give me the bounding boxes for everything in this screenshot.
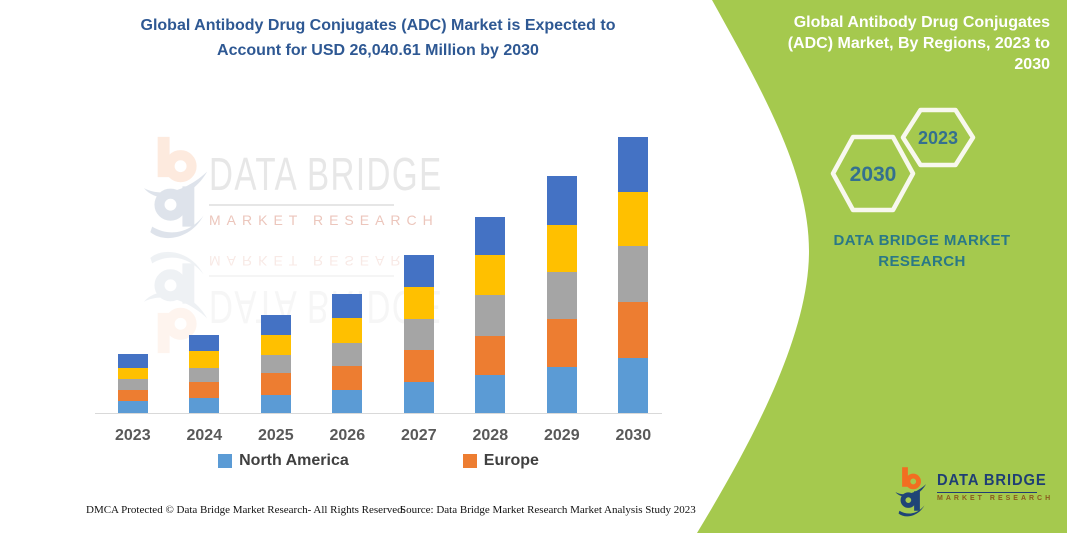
chart-legend: North America Europe [95,452,662,470]
green-panel-path [697,0,1067,533]
bar-segment [260,354,291,373]
right-panel-title: Global Antibody Drug Conjugates (ADC) Ma… [735,12,1050,75]
bar-segment [618,246,649,302]
x-axis-label: 2030 [615,427,652,444]
bar-2025 [260,315,291,413]
data-bridge-logo: DATA BRIDGE MARKET RESEARCH [895,466,1056,520]
bar-segment [332,389,363,413]
legend-item-north-america: North America [218,452,349,470]
bar-segment [618,302,649,358]
bar-2023 [117,353,148,413]
bar-segment [260,335,291,355]
bar-segment [546,272,577,319]
bar-2027 [403,254,434,413]
brand-text-line1: DATA BRIDGE MARKET [833,232,1011,249]
x-axis-label: 2028 [472,427,509,444]
bar-segment [117,401,148,413]
right-panel-title-line1: Global Antibody Drug Conjugates [793,14,1050,31]
bar-segment [189,334,220,352]
legend-item-europe: Europe [462,452,539,470]
x-axis-label: 2027 [401,427,437,444]
bar-segment [475,294,506,337]
footer-source-text: Source: Data Bridge Market Research Mark… [400,504,696,516]
bar-segment [117,353,148,368]
bar-segment [117,367,148,380]
legend-swatch-north-america-icon [218,454,233,468]
bar-segment [618,137,649,192]
chart-main-title-line1: Global Antibody Drug Conjugates (ADC) Ma… [140,17,616,34]
bar-segment [332,365,363,390]
logo-text: DATA BRIDGE MARKET RESEARCH [937,466,1056,502]
hexagon-2023-label: 2023 [918,128,958,148]
brand-text: DATA BRIDGE MARKET RESEARCH [806,230,1038,272]
chart-main-title: Global Antibody Drug Conjugates (ADC) Ma… [62,14,694,64]
x-axis-label: 2029 [544,427,580,444]
x-axis-label: 2023 [115,427,151,444]
bar-segment [117,379,148,391]
brand-text-line2: RESEARCH [878,253,966,270]
bar-segment [189,351,220,368]
bar-segment [475,336,506,375]
bar-segment [260,395,291,413]
footer-dmca-text: DMCA Protected © Data Bridge Market Rese… [86,504,406,516]
bar-segment [546,176,577,226]
legend-label-europe: Europe [483,452,539,469]
bar-segment [260,372,291,395]
bar-2030 [618,137,649,413]
x-axis-line [95,413,662,414]
logo-rule [937,492,1037,493]
bar-segment [475,217,506,255]
bar-segment [618,191,649,247]
bar-2026 [332,294,363,413]
bar-segment [332,294,363,319]
logo-subtitle: MARKET RESEARCH [937,495,1054,502]
bar-segment [189,367,220,382]
bar-segment [546,367,577,413]
legend-swatch-europe-icon [462,454,477,468]
bar-segment [332,318,363,344]
hexagon-2023: 2023 [900,107,976,168]
bar-segment [332,343,363,366]
bar-segment [117,390,148,402]
legend-label-north-america: North America [239,452,349,469]
bar-segment [403,287,434,320]
x-axis-label: 2025 [258,427,294,444]
bar-segment [403,254,434,288]
bar-segment [403,349,434,383]
bar-segment [189,381,220,398]
bar-segment [618,358,649,413]
bar-2028 [475,217,506,413]
logo-title: DATA BRIDGE [937,472,1047,489]
right-panel-title-line2: (ADC) Market, By Regions, 2023 to [787,35,1050,53]
bar-segment [546,225,577,273]
hexagon-2030: 2030 [830,134,916,213]
chart-main-title-line2: Account for USD 26,040.61 Million by 203… [217,41,539,59]
x-axis-label: 2024 [186,427,223,444]
x-axis-label: 2026 [329,427,366,444]
bar-segment [403,382,434,413]
data-bridge-logo-icon [895,466,927,520]
bar-2029 [546,176,577,413]
bar-segment [475,374,506,413]
bar-segment [189,397,220,413]
bar-segment [546,318,577,367]
bar-segment [475,254,506,295]
right-panel-title-line3: 2030 [1014,56,1050,74]
bar-segment [260,315,291,336]
bar-segment [403,319,434,350]
year-hexagons: 2030 2023 [830,107,976,213]
bar-2024 [189,334,220,413]
hexagon-2030-label: 2030 [850,163,897,186]
